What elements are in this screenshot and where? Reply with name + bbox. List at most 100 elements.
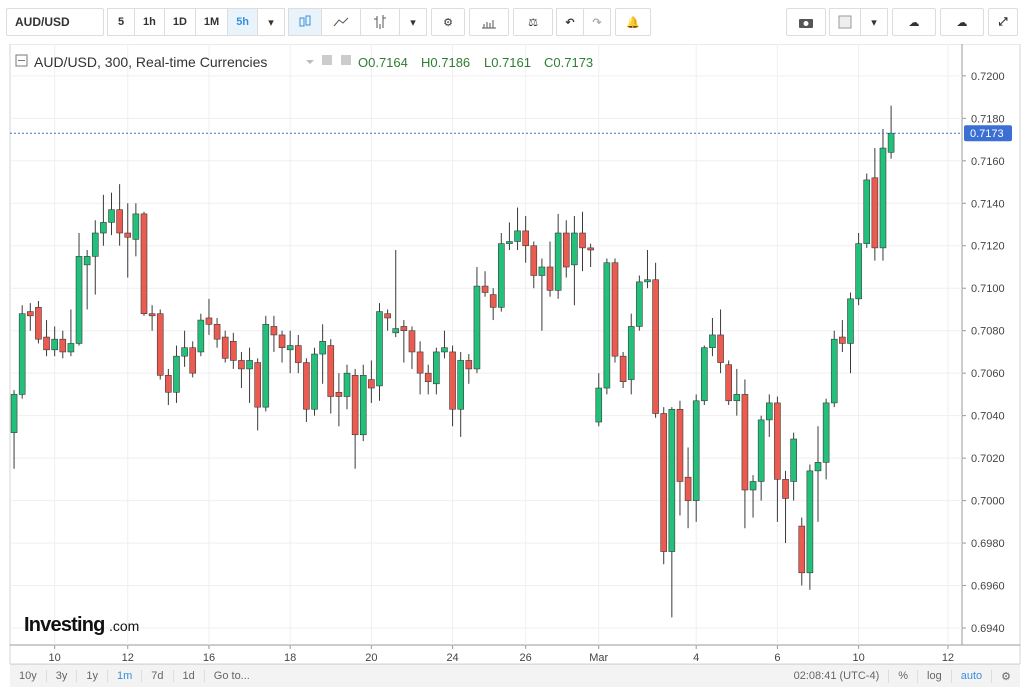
percent-button[interactable]: % [889,669,919,683]
settings-icon[interactable] [341,55,351,65]
candle-body [116,209,123,234]
snapshot-button[interactable] [786,8,826,36]
candle-body [481,285,489,293]
range-button[interactable]: 10y [10,670,47,682]
color-dropdown[interactable]: ▾ [860,8,888,36]
candle-body [91,232,99,257]
bars-button[interactable] [360,8,401,36]
candle-body [67,343,75,353]
logo-suffix: .com [109,618,139,634]
range-button[interactable]: 1d [174,670,205,682]
clock: 02:08:41 (UTC-4) [785,669,890,683]
candle-body [571,232,578,266]
log-button[interactable]: log [918,669,952,683]
collapse-icon[interactable] [15,54,28,67]
range-button[interactable]: 3y [47,670,78,682]
candle-body [254,362,261,408]
eye-icon[interactable] [322,55,332,65]
ohlc-open: O0.7164 [358,55,408,70]
candle-body [725,364,732,402]
candle-body [100,222,107,234]
candle-body [327,345,335,397]
candle-body [733,394,741,402]
symbol-input[interactable]: AUD/USD [6,8,104,36]
candle-body [392,328,400,334]
color-button[interactable] [829,8,861,36]
fullscreen-button[interactable]: ⤢ [988,8,1018,36]
candle-body [156,313,164,376]
y-tick-label: 0.6960 [971,581,1005,593]
x-tick-label: 16 [203,652,215,664]
indicators-button[interactable] [469,8,510,36]
candle-body [213,324,221,340]
candle-body [51,338,58,351]
interval-button[interactable]: 1D [163,8,196,36]
candle-body [822,402,830,463]
type-dropdown[interactable]: ▾ [399,8,428,36]
grid [10,44,966,649]
range-button[interactable]: 7d [142,670,174,682]
candle-body [197,319,205,353]
redo-button[interactable]: ↷ [583,8,612,36]
candle-body [18,313,26,395]
undo-button[interactable]: ↶ [556,8,585,36]
interval-button[interactable]: 1M [194,8,229,36]
x-tick-label: 12 [122,652,134,664]
candle-body [546,266,554,291]
candle-body [579,232,586,249]
candle-body [368,379,375,389]
candle-body [35,307,42,340]
candle-body [676,408,684,482]
candle-body [522,230,529,247]
candle-body [303,362,310,410]
candle-body [774,402,781,480]
line-button[interactable] [321,8,362,36]
x-tick-label: Mar [589,652,608,664]
candle-body [124,232,132,238]
auto-button[interactable]: auto [952,669,993,683]
chart-type-group: ▾ [288,8,428,36]
candle-body [627,326,635,380]
dropdown-caret[interactable] [306,60,314,64]
candle-body [863,179,871,244]
candle-body [506,241,513,244]
candle-body [806,470,814,574]
save-button[interactable]: ☁ [940,8,984,36]
footer-settings[interactable]: ⚙ [1001,670,1011,683]
interval-button[interactable]: 5h [227,8,259,36]
candle-body [270,326,278,336]
range-button[interactable]: 1m [108,670,143,682]
interval-group: 5 1h 1D 1M 5h ▾ [107,8,286,36]
x-tick-label: 24 [446,652,458,664]
candles-button[interactable] [288,8,323,36]
candle-body [636,281,643,327]
alert-button[interactable]: 🔔 [615,8,652,36]
logo-brand: Investing [24,614,105,636]
candle-body [595,387,603,423]
candle-body [221,336,229,359]
interval-dropdown[interactable]: ▾ [257,8,286,36]
candle-body [644,279,651,283]
candle-body [603,262,611,389]
candle-body [879,147,887,249]
candle-body [181,347,188,357]
interval-button[interactable]: 1h [134,8,165,36]
settings-button[interactable]: ⚙ [431,8,466,36]
load-button[interactable]: ☁ [892,8,936,36]
candle-body [684,476,692,501]
interval-button[interactable]: 5 [107,8,135,36]
compare-button[interactable]: ⚖ [513,8,554,36]
range-button[interactable]: 1y [77,670,108,682]
candle-body [189,347,197,374]
candle-body [246,360,253,370]
candle-body [871,177,879,249]
candle-body [790,438,797,482]
candle-body [457,360,464,410]
goto-button[interactable]: Go to... [213,670,250,682]
footer-right: 02:08:41 (UTC-4) % log auto ⚙ [785,669,1020,683]
candle-body [652,279,659,414]
candle-body [554,232,562,291]
color-group: ▾ [829,8,888,36]
candle-body [140,213,148,315]
